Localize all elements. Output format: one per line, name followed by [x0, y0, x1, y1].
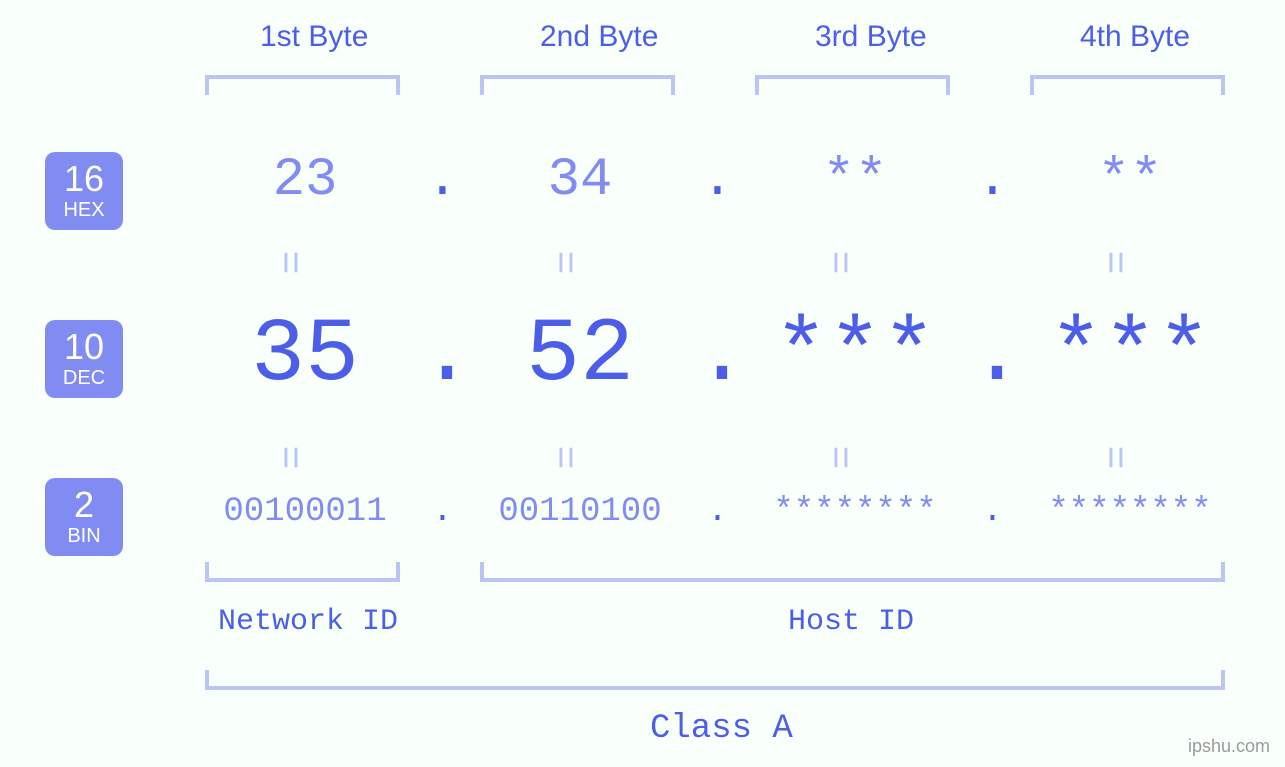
separator: .: [695, 305, 740, 407]
label-network-id: Network ID: [218, 605, 398, 639]
separator: .: [695, 493, 740, 531]
equals-icon: =: [540, 320, 585, 595]
base-label-dec: DEC: [63, 367, 105, 390]
byte-header-4: 4th Byte: [1080, 20, 1190, 54]
base-label-bin: BIN: [67, 525, 100, 548]
separator: .: [970, 150, 1015, 211]
equals-icon: =: [1090, 320, 1135, 595]
base-label-hex: HEX: [63, 199, 104, 222]
base-badge-bin: 2 BIN: [45, 478, 123, 556]
separator: .: [420, 305, 465, 407]
equals-row-1: = = = =: [170, 240, 1265, 285]
top-bracket-1: [205, 75, 400, 95]
bin-byte-4: ********: [1015, 493, 1245, 531]
base-badge-dec: 10 DEC: [45, 320, 123, 398]
separator: .: [970, 493, 1015, 531]
separator: .: [695, 150, 740, 211]
top-bracket-4: [1030, 75, 1225, 95]
equals-row-2: = = = =: [170, 435, 1265, 480]
separator: .: [420, 493, 465, 531]
bracket-network-id: [205, 562, 400, 582]
bracket-class: [205, 670, 1225, 690]
bin-byte-1: 00100011: [190, 493, 420, 531]
top-bracket-2: [480, 75, 675, 95]
label-host-id: Host ID: [788, 605, 914, 639]
byte-header-3: 3rd Byte: [815, 20, 927, 54]
base-badge-hex: 16 HEX: [45, 152, 123, 230]
equals-icon: =: [265, 320, 310, 595]
byte-header-1: 1st Byte: [260, 20, 368, 54]
bin-byte-2: 00110100: [465, 493, 695, 531]
label-class: Class A: [650, 710, 793, 748]
base-number-bin: 2: [74, 487, 94, 523]
base-number-hex: 16: [64, 161, 104, 197]
watermark: ipshu.com: [1188, 736, 1270, 757]
bin-byte-3: ********: [740, 493, 970, 531]
top-bracket-3: [755, 75, 950, 95]
separator: .: [420, 150, 465, 211]
byte-header-2: 2nd Byte: [540, 20, 658, 54]
equals-icon: =: [815, 320, 860, 595]
base-number-dec: 10: [64, 329, 104, 365]
row-bin: 00100011 . 00110100 . ******** . *******…: [170, 493, 1265, 531]
bracket-host-id: [480, 562, 1225, 582]
separator: .: [970, 305, 1015, 407]
